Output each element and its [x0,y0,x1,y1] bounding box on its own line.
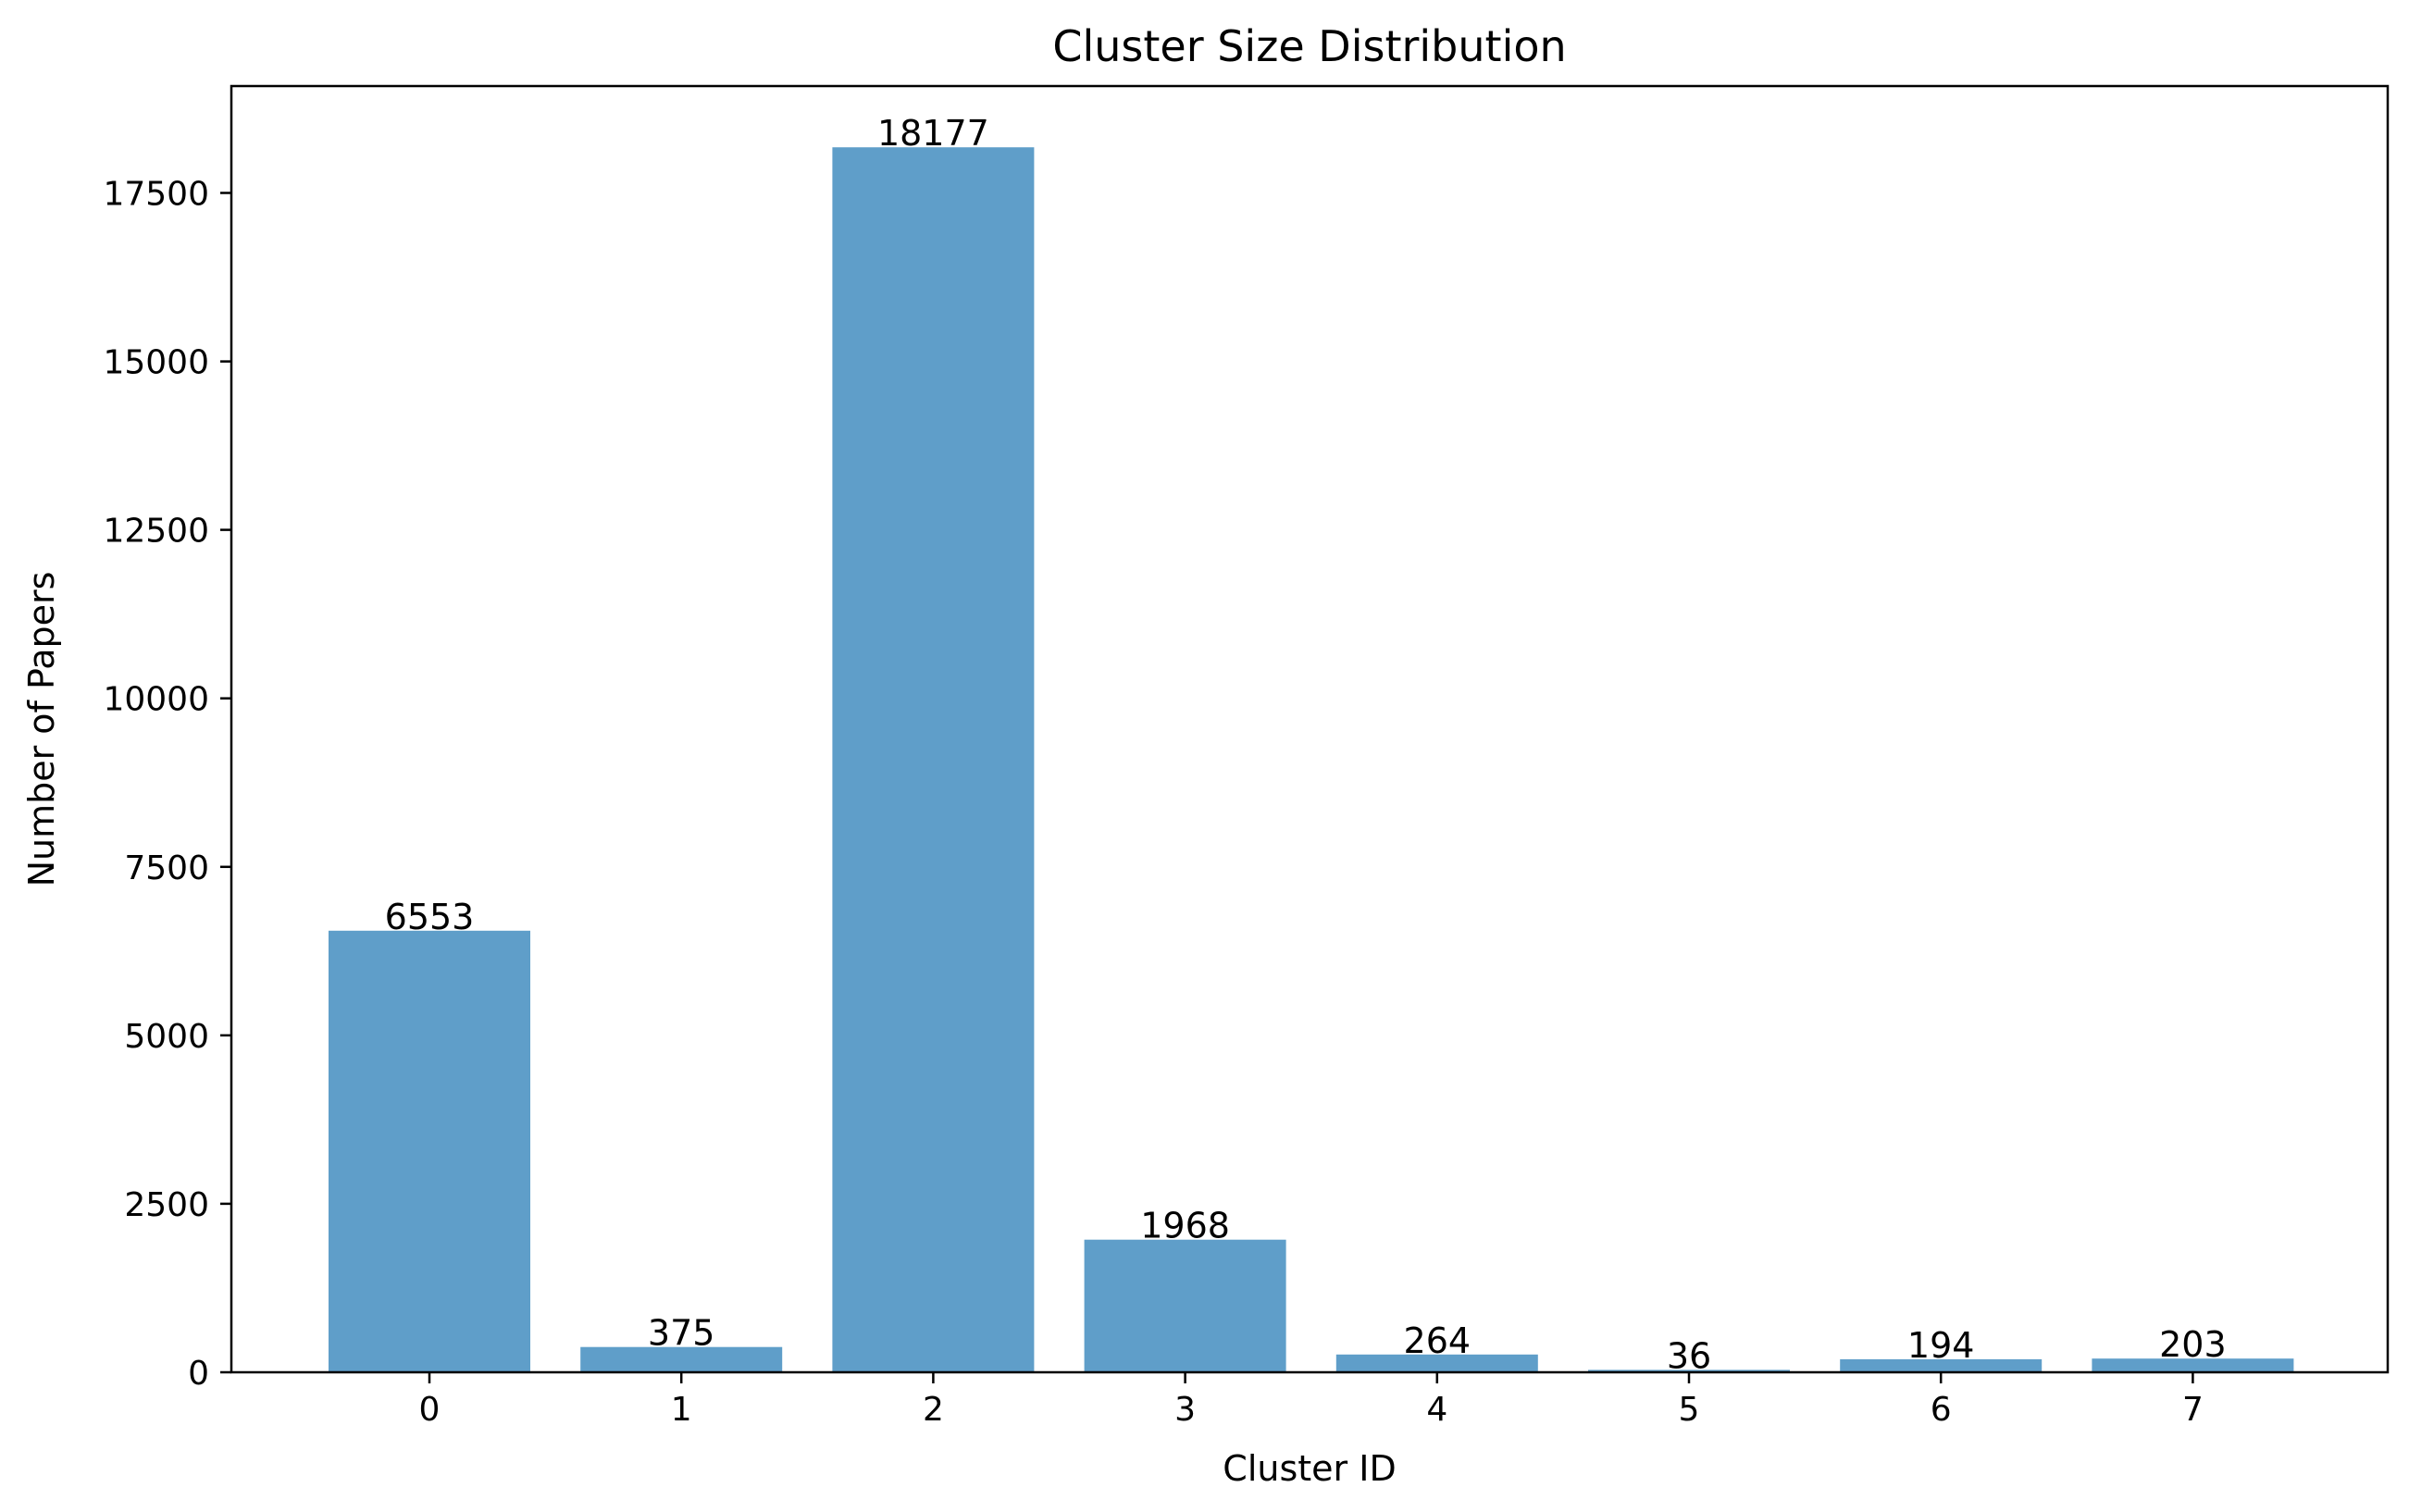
y-tick-label-12500: 12500 [103,513,209,551]
y-tick-label-15000: 15000 [103,344,209,382]
y-tick-label-5000: 5000 [124,1018,209,1056]
chart-title: Cluster Size Distribution [1052,21,1566,71]
data-label-cluster-2: 18177 [877,113,989,154]
y-tick-label-0: 0 [188,1355,209,1393]
y-tick-label-2500: 2500 [124,1186,209,1224]
y-tick-label-17500: 17500 [103,176,209,214]
x-tick-label-7: 7 [2182,1391,2204,1429]
bar-cluster-2 [832,147,1035,1373]
data-label-cluster-5: 36 [1667,1335,1711,1376]
bar-cluster-5 [1588,1369,1790,1372]
bar-cluster-4 [1335,1354,1538,1372]
x-tick-label-5: 5 [1679,1391,1700,1429]
plot-frame [230,84,2390,1374]
data-labels-group: 6553 375 18177 1968 264 36 194 203 [385,113,2227,1376]
bars-group [329,147,2294,1373]
data-label-cluster-6: 194 [1907,1325,1975,1366]
bar-cluster-7 [2092,1358,2294,1372]
bar-cluster-6 [1840,1358,2043,1372]
x-axis: 0 1 2 3 4 5 6 7 [419,1372,2204,1429]
data-label-cluster-4: 264 [1404,1320,1471,1361]
y-axis: 0 2500 5000 7500 10000 12500 15000 17500 [103,176,231,1393]
x-tick-label-3: 3 [1174,1391,1196,1429]
x-tick-label-0: 0 [419,1391,441,1429]
y-axis-label: Number of Papers [21,572,62,887]
data-label-cluster-3: 1968 [1140,1206,1230,1246]
x-tick-label-6: 6 [1931,1391,1952,1429]
data-label-cluster-1: 375 [648,1313,715,1354]
bar-cluster-1 [580,1346,783,1372]
data-label-cluster-0: 6553 [385,897,475,937]
bar-cluster-3 [1084,1239,1286,1372]
y-tick-label-7500: 7500 [124,849,209,887]
bar-cluster-0 [329,930,530,1372]
x-tick-label-4: 4 [1426,1391,1447,1429]
x-tick-label-1: 1 [671,1391,692,1429]
x-tick-label-2: 2 [923,1391,944,1429]
x-axis-label: Cluster ID [1223,1448,1396,1489]
y-tick-label-10000: 10000 [103,681,209,719]
data-label-cluster-7: 203 [2159,1324,2227,1365]
